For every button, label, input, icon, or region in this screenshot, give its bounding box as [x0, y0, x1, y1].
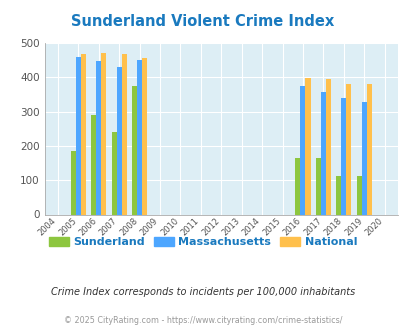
- Text: Crime Index corresponds to incidents per 100,000 inhabitants: Crime Index corresponds to incidents per…: [51, 287, 354, 297]
- Bar: [335, 176, 340, 214]
- Bar: [111, 132, 116, 214]
- Bar: [294, 158, 300, 214]
- Bar: [132, 86, 137, 214]
- Bar: [96, 61, 101, 214]
- Bar: [142, 58, 147, 214]
- Bar: [366, 84, 371, 214]
- Text: Sunderland Violent Crime Index: Sunderland Violent Crime Index: [71, 14, 334, 29]
- Bar: [137, 60, 142, 214]
- Bar: [76, 57, 81, 214]
- Bar: [345, 84, 351, 214]
- Bar: [356, 176, 361, 214]
- Bar: [320, 92, 325, 214]
- Bar: [305, 78, 310, 214]
- Legend: Sunderland, Massachusetts, National: Sunderland, Massachusetts, National: [45, 233, 360, 252]
- Bar: [340, 98, 345, 214]
- Bar: [325, 79, 330, 214]
- Bar: [81, 53, 86, 214]
- Bar: [101, 52, 106, 214]
- Bar: [91, 115, 96, 214]
- Bar: [315, 158, 320, 214]
- Bar: [122, 54, 126, 214]
- Bar: [361, 102, 366, 214]
- Text: © 2025 CityRating.com - https://www.cityrating.com/crime-statistics/: © 2025 CityRating.com - https://www.city…: [64, 315, 341, 325]
- Bar: [300, 86, 305, 214]
- Bar: [116, 67, 121, 214]
- Bar: [70, 151, 76, 214]
